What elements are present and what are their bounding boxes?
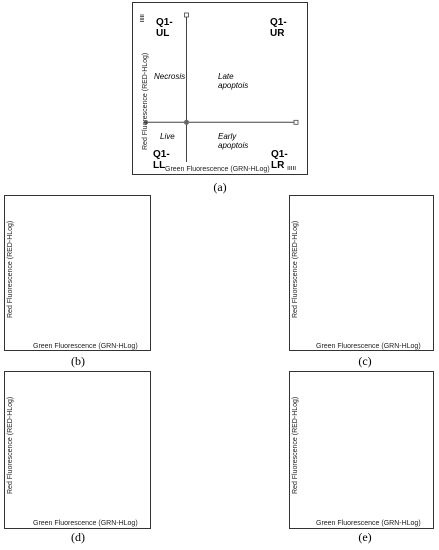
caption-c: (c) xyxy=(358,354,372,368)
panel-b-frame xyxy=(4,195,151,351)
panel-c-frame xyxy=(289,195,434,351)
quadrant-ur-label: Q1-UR xyxy=(270,17,287,39)
gate-handle-a xyxy=(293,119,299,125)
panel-d-xlabel: Green Fluorescence (GRN-HLog) xyxy=(33,520,138,527)
panel-a-xlabel: Green Fluorescence (GRN-HLog) xyxy=(165,166,270,173)
region-live: Live xyxy=(160,132,175,141)
gate-edge-a xyxy=(143,120,149,125)
region-late-apoptosis: Late apoptois xyxy=(218,72,249,90)
quadrant-ul-label: Q1-UL xyxy=(156,17,173,39)
region-necrosis: Necrosis xyxy=(154,72,186,81)
panel-d-ylabel: Red Fluorescence (RED-HLog) xyxy=(7,396,14,494)
panel-a-ylabel: Red Fluorescence (RED-HLog) xyxy=(142,52,149,150)
caption-b: (b) xyxy=(71,354,85,368)
caption-d: (d) xyxy=(71,530,85,544)
quadrant-lr-label: Q1-LR xyxy=(271,149,288,171)
region-early-apoptosis: Early apoptois xyxy=(218,132,249,150)
panel-d-frame xyxy=(4,371,151,529)
gate-center-a xyxy=(184,119,189,125)
panel-e-xlabel: Green Fluorescence (GRN-HLog) xyxy=(316,520,421,527)
panel-e-ylabel: Red Fluorescence (RED-HLog) xyxy=(292,396,299,494)
panel-b-xlabel: Green Fluorescence (GRN-HLog) xyxy=(33,343,138,350)
caption-a: (a) xyxy=(213,180,227,194)
quadrant-ll-label: Q1-LL xyxy=(153,149,170,171)
caption-e: (e) xyxy=(358,530,372,544)
panel-a-frame xyxy=(132,2,308,175)
panel-b-ylabel: Red Fluorescence (RED-HLog) xyxy=(7,220,14,318)
panel-c-ylabel: Red Fluorescence (RED-HLog) xyxy=(292,220,299,318)
gate-handle-a xyxy=(184,12,189,18)
panel-e-frame xyxy=(289,371,434,529)
panel-c-xlabel: Green Fluorescence (GRN-HLog) xyxy=(316,343,421,350)
